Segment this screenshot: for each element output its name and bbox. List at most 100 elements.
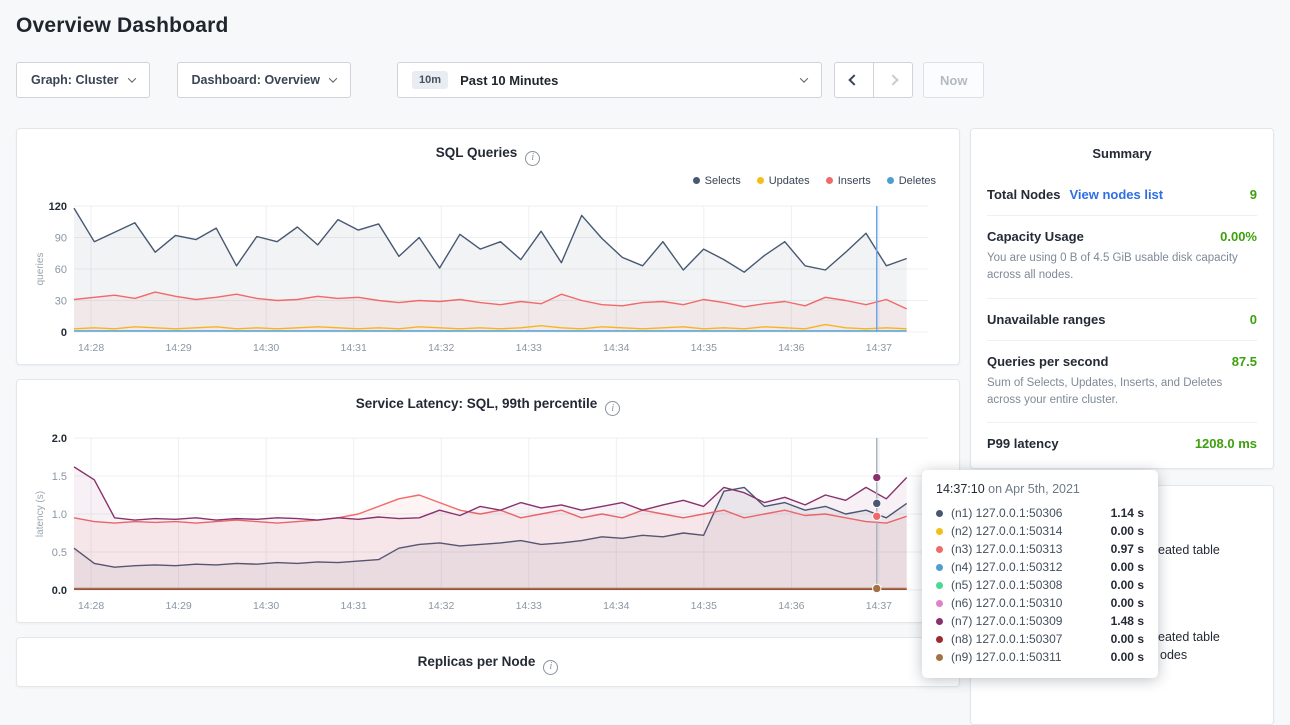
svg-text:14:28: 14:28 [78,600,104,612]
tooltip-row: (n2) 127.0.0.1:503140.00 s [936,522,1144,540]
svg-text:14:29: 14:29 [165,342,191,354]
svg-text:latency (s): latency (s) [35,491,46,537]
legend-dot [887,177,894,184]
legend-item-deletes[interactable]: Deletes [887,175,936,187]
qps-value: 87.5 [1232,354,1257,369]
svg-text:14:30: 14:30 [253,600,279,612]
tooltip-row: (n7) 127.0.0.1:503091.48 s [936,612,1144,630]
legend-item-selects[interactable]: Selects [693,175,741,187]
time-range-dropdown[interactable]: 10m Past 10 Minutes [397,62,822,98]
tooltip-row: (n4) 127.0.0.1:503120.00 s [936,558,1144,576]
legend-dot [757,177,764,184]
svg-text:14:36: 14:36 [778,600,804,612]
capacity-value: 0.00% [1220,229,1257,244]
node-latency-value: 0.00 s [1111,524,1144,538]
sql-queries-card: SQL Queries Selects Updates Inserts Deletes… [16,128,960,365]
controls-bar: Graph: Cluster Dashboard: Overview 10m P… [16,62,1274,98]
chart-title: SQL Queries [436,145,518,160]
qps-description: Sum of Selects, Updates, Inserts, and De… [987,375,1257,410]
node-color-dot [936,510,943,517]
summary-title: Summary [987,129,1257,174]
legend-item-inserts[interactable]: Inserts [826,175,871,187]
svg-text:14:31: 14:31 [341,600,367,612]
p99-latency-label: P99 latency [987,436,1059,451]
tooltip-row: (n8) 127.0.0.1:503070.00 s [936,630,1144,648]
summary-row-unavailable-ranges: Unavailable ranges 0 [987,298,1257,340]
summary-row-total-nodes: Total Nodes View nodes list 9 [987,174,1257,215]
chart-header: Replicas per Node [32,653,944,675]
tooltip-rows: (n1) 127.0.0.1:503061.14 s(n2) 127.0.0.1… [936,504,1144,666]
svg-text:1.5: 1.5 [52,471,67,483]
svg-text:0: 0 [61,327,67,339]
svg-text:60: 60 [55,264,67,276]
view-nodes-list-link[interactable]: View nodes list [1069,187,1163,202]
unavailable-ranges-label: Unavailable ranges [987,312,1106,327]
capacity-label: Capacity Usage [987,229,1084,244]
time-range-label: Past 10 Minutes [460,73,791,88]
summary-row-capacity: Capacity Usage 0.00% You are using 0 B o… [987,215,1257,298]
legend-dot [693,177,700,184]
node-latency-value: 0.00 s [1111,650,1144,664]
sql-queries-chart[interactable]: 14:2814:2914:3014:3114:3214:3314:3414:35… [32,196,944,358]
p99-latency-value: 1208.0 ms [1195,436,1257,451]
svg-text:14:34: 14:34 [603,342,629,354]
time-back-button[interactable] [834,62,874,98]
chart-header: SQL Queries [32,144,944,166]
svg-text:120: 120 [49,201,67,213]
time-range-badge: 10m [412,71,448,89]
chart-header: Service Latency: SQL, 99th percentile [32,395,944,417]
legend-dot [826,177,833,184]
graph-dropdown-label: Graph: Cluster [31,73,119,87]
svg-text:14:29: 14:29 [165,600,191,612]
qps-label: Queries per second [987,354,1108,369]
svg-text:14:32: 14:32 [428,342,454,354]
node-address: (n5) 127.0.0.1:50308 [951,578,1111,592]
node-color-dot [936,600,943,607]
svg-text:queries: queries [35,252,46,285]
node-color-dot [936,546,943,553]
node-latency-value: 0.00 s [1111,578,1144,592]
chart-title: Replicas per Node [418,654,536,669]
event-item-text: odes [1160,648,1187,662]
node-address: (n7) 127.0.0.1:50309 [951,614,1111,628]
svg-text:14:33: 14:33 [516,342,542,354]
info-icon[interactable] [525,151,540,166]
svg-text:30: 30 [55,295,67,307]
svg-text:14:35: 14:35 [691,600,717,612]
legend-item-updates[interactable]: Updates [757,175,810,187]
info-icon[interactable] [605,401,620,416]
charts-column: SQL Queries Selects Updates Inserts Deletes… [16,128,960,725]
event-item-text: eated table [1158,630,1220,644]
tooltip-row: (n9) 127.0.0.1:503110.00 s [936,648,1144,666]
summary-panel: Summary Total Nodes View nodes list 9 Ca… [970,128,1274,469]
chart-hover-tooltip: 14:37:10 on Apr 5th, 2021 (n1) 127.0.0.1… [922,470,1158,678]
tooltip-row: (n5) 127.0.0.1:503080.00 s [936,576,1144,594]
legend-label: Selects [705,175,741,187]
svg-text:0.5: 0.5 [52,547,67,559]
event-item-text: eated table [1158,543,1220,557]
tooltip-row: (n1) 127.0.0.1:503061.14 s [936,504,1144,522]
page-title: Overview Dashboard [16,14,1274,38]
tooltip-date: on Apr 5th, 2021 [985,482,1080,496]
svg-text:2.0: 2.0 [52,433,67,445]
node-color-dot [936,528,943,535]
node-address: (n6) 127.0.0.1:50310 [951,596,1111,610]
total-nodes-value: 9 [1250,187,1257,202]
dashboard-dropdown-label: Dashboard: Overview [192,73,321,87]
chart-title: Service Latency: SQL, 99th percentile [356,396,598,411]
service-latency-chart[interactable]: 14:2814:2914:3014:3114:3214:3314:3414:35… [32,428,944,616]
dashboard-dropdown[interactable]: Dashboard: Overview [177,62,352,98]
tooltip-row: (n6) 127.0.0.1:503100.00 s [936,594,1144,612]
graph-dropdown[interactable]: Graph: Cluster [16,62,150,98]
legend-label: Updates [769,175,810,187]
info-icon[interactable] [543,660,558,675]
legend-label: Inserts [838,175,871,187]
svg-text:14:36: 14:36 [778,342,804,354]
unavailable-ranges-value: 0 [1250,312,1257,327]
capacity-description: You are using 0 B of 4.5 GiB usable disk… [987,250,1257,285]
node-color-dot [936,564,943,571]
sql-queries-legend: Selects Updates Inserts Deletes [32,174,936,188]
svg-text:0.0: 0.0 [52,585,67,597]
overview-dashboard-page: Overview Dashboard Graph: Cluster Dashbo… [0,0,1290,689]
time-nav-group [834,62,913,98]
